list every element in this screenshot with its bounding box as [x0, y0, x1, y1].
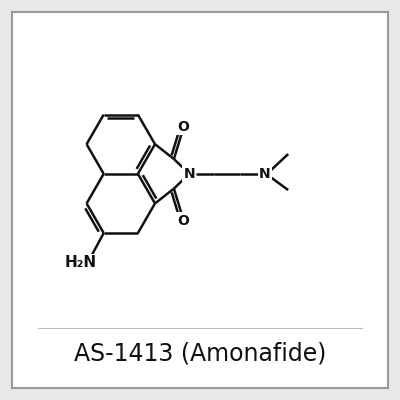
Text: O: O [177, 214, 189, 228]
Text: N: N [259, 167, 271, 181]
Text: AS-1413 (Amonafide): AS-1413 (Amonafide) [74, 341, 326, 365]
Text: O: O [177, 120, 189, 134]
Text: N: N [183, 167, 195, 181]
Text: H₂N: H₂N [65, 256, 97, 270]
